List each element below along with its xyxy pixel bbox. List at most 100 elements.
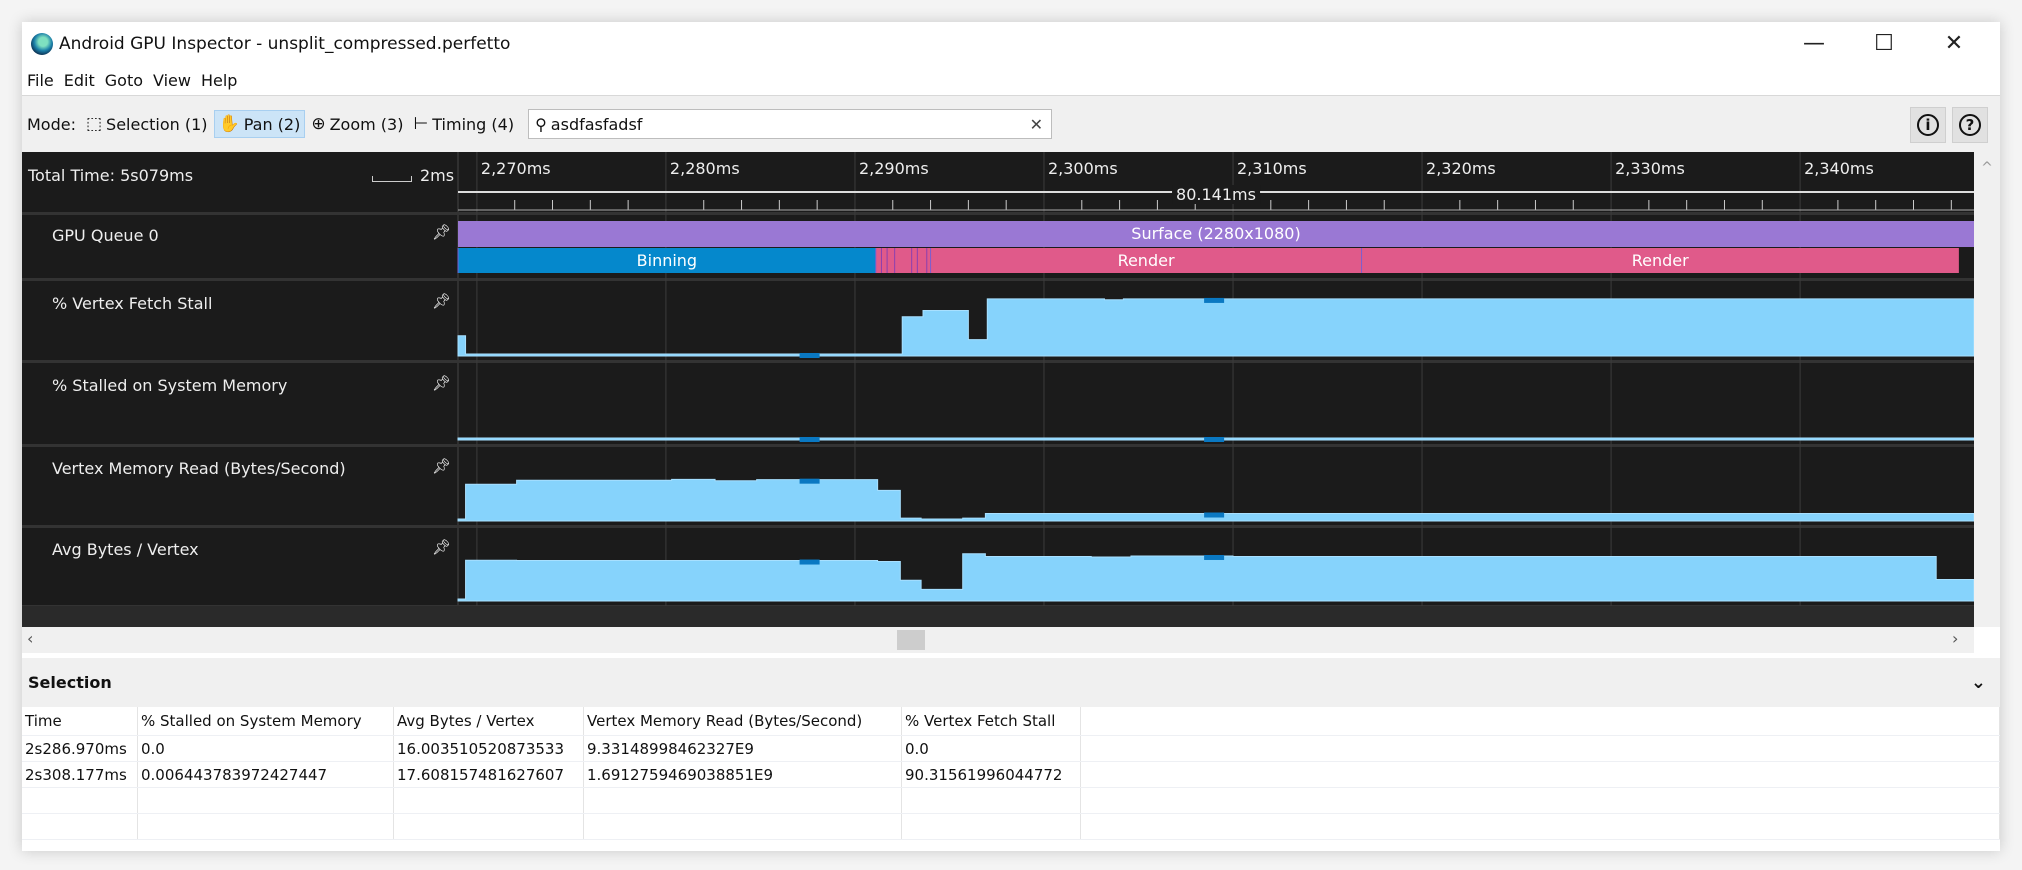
- selection-marker: [1204, 512, 1225, 518]
- timeline-footer: [22, 606, 1974, 627]
- measure-label: 80.141ms: [1172, 185, 1260, 204]
- table-row[interactable]: 2s308.177ms 0.006443783972427447 17.6081…: [22, 761, 2000, 788]
- scroll-thumb[interactable]: [897, 630, 925, 650]
- table-header-row: Time % Stalled on System Memory Avg Byte…: [22, 707, 2000, 736]
- mode-label: Mode:: [27, 114, 76, 134]
- cell: [1080, 761, 2000, 788]
- mode-selection-label: Selection (1): [106, 114, 208, 134]
- menu-goto[interactable]: Goto: [104, 70, 144, 90]
- render-slice: [875, 248, 931, 273]
- selection-header[interactable]: Selection ⌄: [22, 658, 2000, 707]
- search-input[interactable]: ⚲ asdfasfadsf ✕: [528, 109, 1053, 139]
- pin-icon[interactable]: 📌︎: [432, 292, 452, 310]
- selection-marker: [799, 353, 820, 358]
- total-time: Total Time: 5s079ms: [28, 166, 194, 185]
- clear-search-icon[interactable]: ✕: [1029, 114, 1044, 134]
- row-separator: [22, 278, 1974, 281]
- row-separator: [22, 212, 1974, 215]
- tick-label: 2,320ms: [1426, 159, 1496, 178]
- cell: 2s286.970ms: [22, 735, 138, 762]
- help-button[interactable]: ?: [1952, 107, 1988, 143]
- column-header[interactable]: % Stalled on System Memory: [137, 707, 394, 736]
- menu-edit[interactable]: Edit: [63, 70, 95, 90]
- track-label-avg-bytes-vertex: Avg Bytes / Vertex: [52, 540, 199, 559]
- cell: 0.006443783972427447: [137, 761, 394, 788]
- cell: 0.0: [137, 735, 394, 762]
- pin-icon[interactable]: 📌︎: [432, 374, 452, 392]
- search-icon: ⚲: [535, 114, 547, 134]
- pin-icon[interactable]: 📌︎: [432, 538, 452, 556]
- selection-table: Time % Stalled on System Memory Avg Byte…: [22, 707, 2000, 840]
- scroll-right-icon[interactable]: ›: [1952, 629, 1959, 648]
- close-button[interactable]: ✕: [1944, 31, 1964, 56]
- selection-marker: [1204, 554, 1225, 560]
- mode-selection-button[interactable]: ⬚ Selection (1): [82, 111, 212, 137]
- track-label-gpu-queue: GPU Queue 0: [52, 226, 159, 245]
- table-row[interactable]: 2s286.970ms 0.0 16.003510520873533 9.331…: [22, 735, 2000, 762]
- tick-label: 2,270ms: [481, 159, 551, 178]
- binning-label: Binning: [637, 251, 697, 270]
- info-icon: i: [1917, 114, 1939, 136]
- cell: 9.33148998462327E9: [583, 735, 902, 762]
- vertical-scrollbar[interactable]: ^: [1974, 152, 2000, 627]
- tick-label: 2,340ms: [1804, 159, 1874, 178]
- column-filler: [1080, 707, 2000, 736]
- timeline-canvas[interactable]: 2,270ms 2,280ms 2,290ms 2,300ms 2,310ms 2,320…: [22, 152, 1974, 627]
- selection-marker: [1204, 297, 1225, 303]
- cell: 2s308.177ms: [22, 761, 138, 788]
- render-slice: [1361, 248, 1959, 273]
- pin-icon[interactable]: 📌︎: [432, 223, 452, 241]
- counter-area-4: [457, 553, 1974, 602]
- tick-label: 2,300ms: [1048, 159, 1118, 178]
- track-label-stalled-system-memory: % Stalled on System Memory: [52, 376, 288, 395]
- column-header[interactable]: Vertex Memory Read (Bytes/Second): [583, 707, 902, 736]
- cell: 0.0: [901, 735, 1081, 762]
- scroll-left-icon[interactable]: ‹: [27, 629, 34, 648]
- tick-label: 2,330ms: [1615, 159, 1685, 178]
- surface-label: Surface (2280x1080): [1131, 224, 1300, 243]
- column-header[interactable]: Avg Bytes / Vertex: [393, 707, 584, 736]
- selection-marker: [799, 478, 820, 484]
- menu-help[interactable]: Help: [200, 70, 238, 90]
- render-slice: [930, 248, 1362, 273]
- scale-label: 2ms: [420, 166, 455, 185]
- scroll-up-icon[interactable]: ^: [1981, 160, 1993, 176]
- mode-zoom-button[interactable]: ⊕ Zoom (3): [307, 111, 407, 137]
- row-separator: [22, 525, 1974, 528]
- tick-label: 2,290ms: [859, 159, 929, 178]
- render-label: Render: [1118, 251, 1175, 270]
- mode-pan-label: Pan (2): [243, 114, 301, 134]
- app-logo-icon: [31, 32, 53, 55]
- title-bar: Android GPU Inspector - unsplit_compress…: [22, 22, 2000, 65]
- mode-timing-button[interactable]: ⊢ Timing (4): [409, 111, 518, 137]
- mode-timing-label: Timing (4): [432, 114, 515, 134]
- cell: [1080, 735, 2000, 762]
- track-label-vertex-memory-read: Vertex Memory Read (Bytes/Second): [52, 459, 346, 478]
- info-button[interactable]: i: [1910, 107, 1946, 143]
- menu-view[interactable]: View: [153, 70, 191, 90]
- pin-icon[interactable]: 📌︎: [432, 457, 452, 475]
- column-header[interactable]: % Vertex Fetch Stall: [901, 707, 1081, 736]
- maximize-button[interactable]: ☐: [1874, 31, 1894, 56]
- window-title: Android GPU Inspector - unsplit_compress…: [59, 33, 511, 54]
- toolbar: Mode: ⬚ Selection (1) ✋ Pan (2) ⊕ Zoom (3) …: [22, 96, 2000, 152]
- track-label-vertex-fetch-stall: % Vertex Fetch Stall: [52, 294, 213, 313]
- counter-area-3: [457, 478, 1974, 522]
- timing-icon: ⊢: [413, 114, 429, 134]
- horizontal-scrollbar[interactable]: ‹ ›: [22, 627, 1974, 653]
- selection-marker: [799, 437, 820, 442]
- hand-icon: ✋: [218, 114, 240, 134]
- table-row-empty: [22, 813, 2000, 840]
- column-header[interactable]: Time: [22, 707, 138, 736]
- cell: 16.003510520873533: [393, 735, 584, 762]
- menu-bar: File Edit Goto View Help: [22, 65, 2000, 96]
- menu-file[interactable]: File: [27, 70, 54, 90]
- render-label: Render: [1632, 251, 1689, 270]
- mode-pan-button[interactable]: ✋ Pan (2): [213, 110, 306, 138]
- row-separator: [22, 444, 1974, 447]
- help-icon: ?: [1959, 114, 1981, 136]
- chevron-down-icon[interactable]: ⌄: [1970, 672, 1986, 693]
- timeline-panel[interactable]: Total Time: 5s079ms 2ms GPU Queue 0 % Ve…: [22, 152, 1974, 627]
- selection-marker: [1204, 437, 1225, 442]
- minimize-button[interactable]: —: [1803, 31, 1825, 56]
